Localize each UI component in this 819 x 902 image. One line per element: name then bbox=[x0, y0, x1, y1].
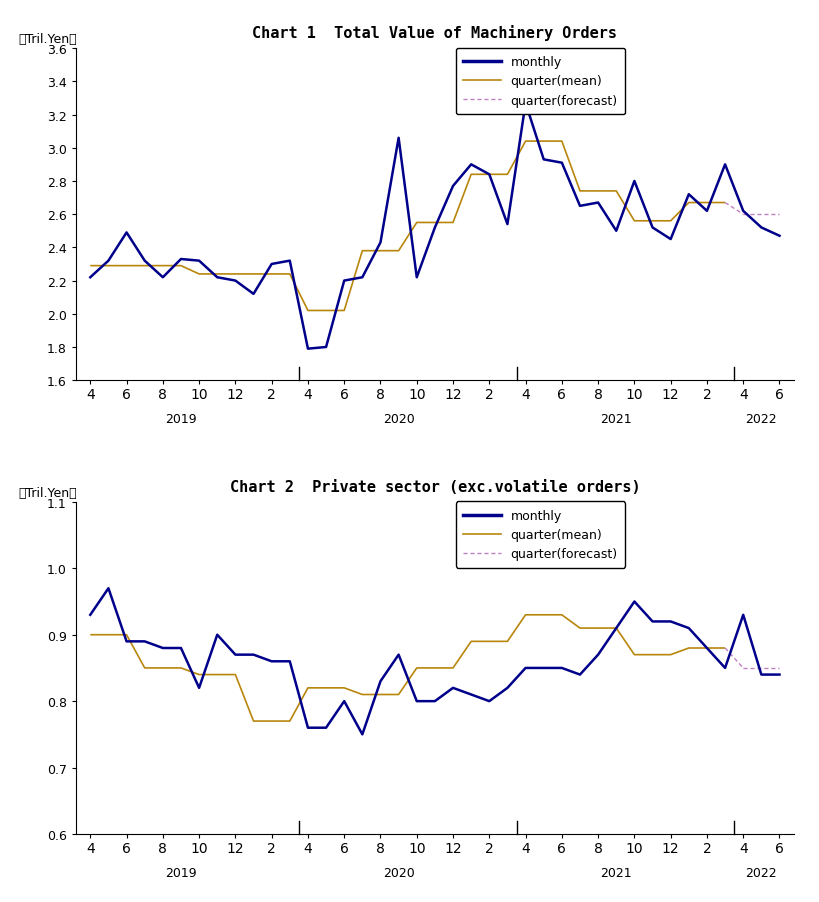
Title: Chart 2  Private sector (exc.volatile orders): Chart 2 Private sector (exc.volatile ord… bbox=[229, 479, 640, 494]
Legend: monthly, quarter(mean), quarter(forecast): monthly, quarter(mean), quarter(forecast… bbox=[455, 49, 625, 115]
Text: 2021: 2021 bbox=[600, 412, 632, 425]
Text: 2022: 2022 bbox=[745, 866, 777, 879]
Text: 2019: 2019 bbox=[165, 866, 197, 879]
Text: 2019: 2019 bbox=[165, 412, 197, 425]
Text: 2022: 2022 bbox=[745, 412, 777, 425]
Text: 2020: 2020 bbox=[382, 412, 414, 425]
Text: （Tril.Yen）: （Tril.Yen） bbox=[18, 486, 77, 499]
Text: 2021: 2021 bbox=[600, 866, 632, 879]
Text: 2020: 2020 bbox=[382, 866, 414, 879]
Title: Chart 1  Total Value of Machinery Orders: Chart 1 Total Value of Machinery Orders bbox=[252, 25, 618, 41]
Text: （Tril.Yen）: （Tril.Yen） bbox=[18, 32, 77, 46]
Legend: monthly, quarter(mean), quarter(forecast): monthly, quarter(mean), quarter(forecast… bbox=[455, 502, 625, 568]
